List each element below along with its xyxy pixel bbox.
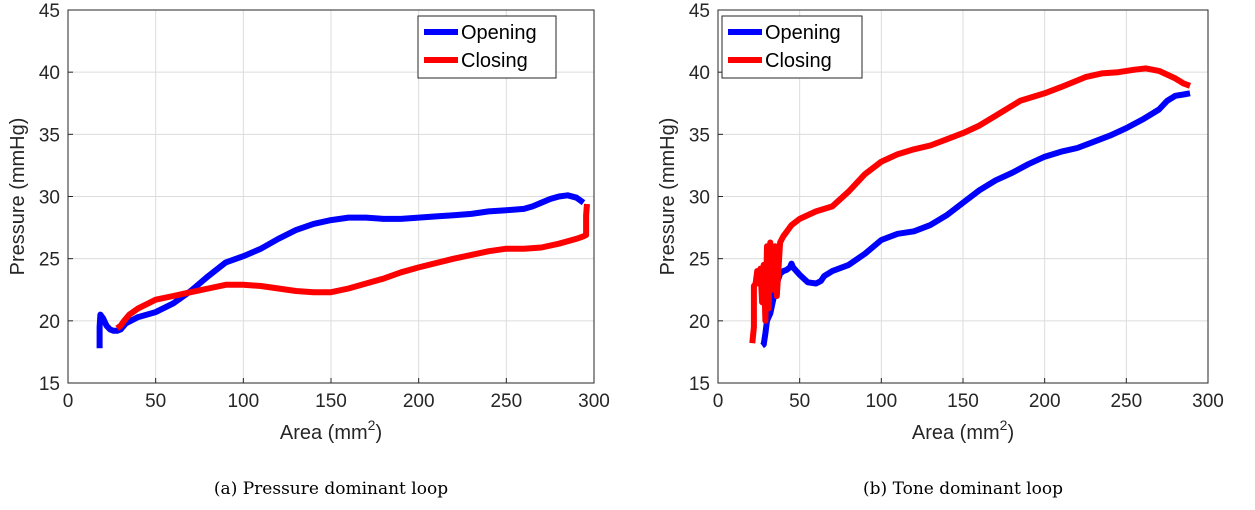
panel-a: 0 50 100 150 200 250 300 15 20 25 30 35 40 45 Opening C… <box>7 1 610 499</box>
y-tick-label: 30 <box>689 188 710 209</box>
y-tick-label: 25 <box>39 250 60 271</box>
x-tick-label: 100 <box>865 391 897 412</box>
y-tick-label: 35 <box>689 125 710 146</box>
y-tick-label: 30 <box>39 188 60 209</box>
legend: Opening Closing <box>417 15 557 79</box>
x-axis-label-text: Area (mm <box>912 422 1000 444</box>
y-tick-label: 40 <box>689 63 710 84</box>
series-line-opening <box>96 192 586 349</box>
legend: Opening Closing <box>721 15 863 79</box>
y-tick-label: 15 <box>39 374 60 395</box>
legend-label-opening: Opening <box>461 22 537 44</box>
x-tick-label: 300 <box>1192 391 1224 412</box>
panel-b: 0 50 100 150 200 250 300 15 20 25 30 35 40 45 Opening C… <box>657 1 1224 499</box>
x-axis-label-text: Area (mm <box>280 422 368 444</box>
x-tick-label: 150 <box>315 391 347 412</box>
x-axis-label-end: ) <box>375 422 382 444</box>
y-tick-label: 45 <box>689 1 710 22</box>
x-axis-label: Area (mm2) <box>912 417 1014 444</box>
x-tick-label: 100 <box>227 391 259 412</box>
legend-box <box>721 15 863 79</box>
axes-box <box>67 9 595 384</box>
x-tick-label: 0 <box>63 391 74 412</box>
series-line-closing <box>749 65 1192 344</box>
y-tick-label: 45 <box>39 1 60 22</box>
x-tick-label: 250 <box>490 391 522 412</box>
y-axis-label: Pressure (mmHg) <box>7 118 29 276</box>
x-axis-label: Area (mm2) <box>280 417 382 444</box>
x-tick-label: 50 <box>789 391 810 412</box>
legend-label-closing: Closing <box>765 50 832 72</box>
x-tick-label: 0 <box>713 391 724 412</box>
x-axis-label-superscript: 2 <box>368 417 376 433</box>
y-tick-label: 40 <box>39 63 60 84</box>
x-tick-label: 200 <box>403 391 435 412</box>
legend-label-closing: Closing <box>461 50 528 72</box>
x-axis-label-end: ) <box>1007 422 1014 444</box>
y-tick-label: 20 <box>689 312 710 333</box>
series-line-closing <box>115 203 590 331</box>
x-tick-label: 250 <box>1110 391 1142 412</box>
axes-box <box>717 9 1209 384</box>
legend-label-opening: Opening <box>765 22 841 44</box>
x-axis-label-superscript: 2 <box>1000 417 1008 433</box>
figure-caption: (b) Tone dominant loop <box>863 479 1063 499</box>
legend-box <box>417 15 557 79</box>
y-tick-label: 25 <box>689 250 710 271</box>
y-axis-label: Pressure (mmHg) <box>657 118 679 276</box>
x-tick-label: 150 <box>947 391 979 412</box>
x-tick-label: 300 <box>578 391 610 412</box>
y-tick-label: 15 <box>689 374 710 395</box>
y-tick-label: 35 <box>39 125 60 146</box>
x-tick-label: 200 <box>1029 391 1061 412</box>
x-tick-label: 50 <box>145 391 166 412</box>
figure-caption: (a) Pressure dominant loop <box>214 479 448 499</box>
y-tick-label: 20 <box>39 312 60 333</box>
